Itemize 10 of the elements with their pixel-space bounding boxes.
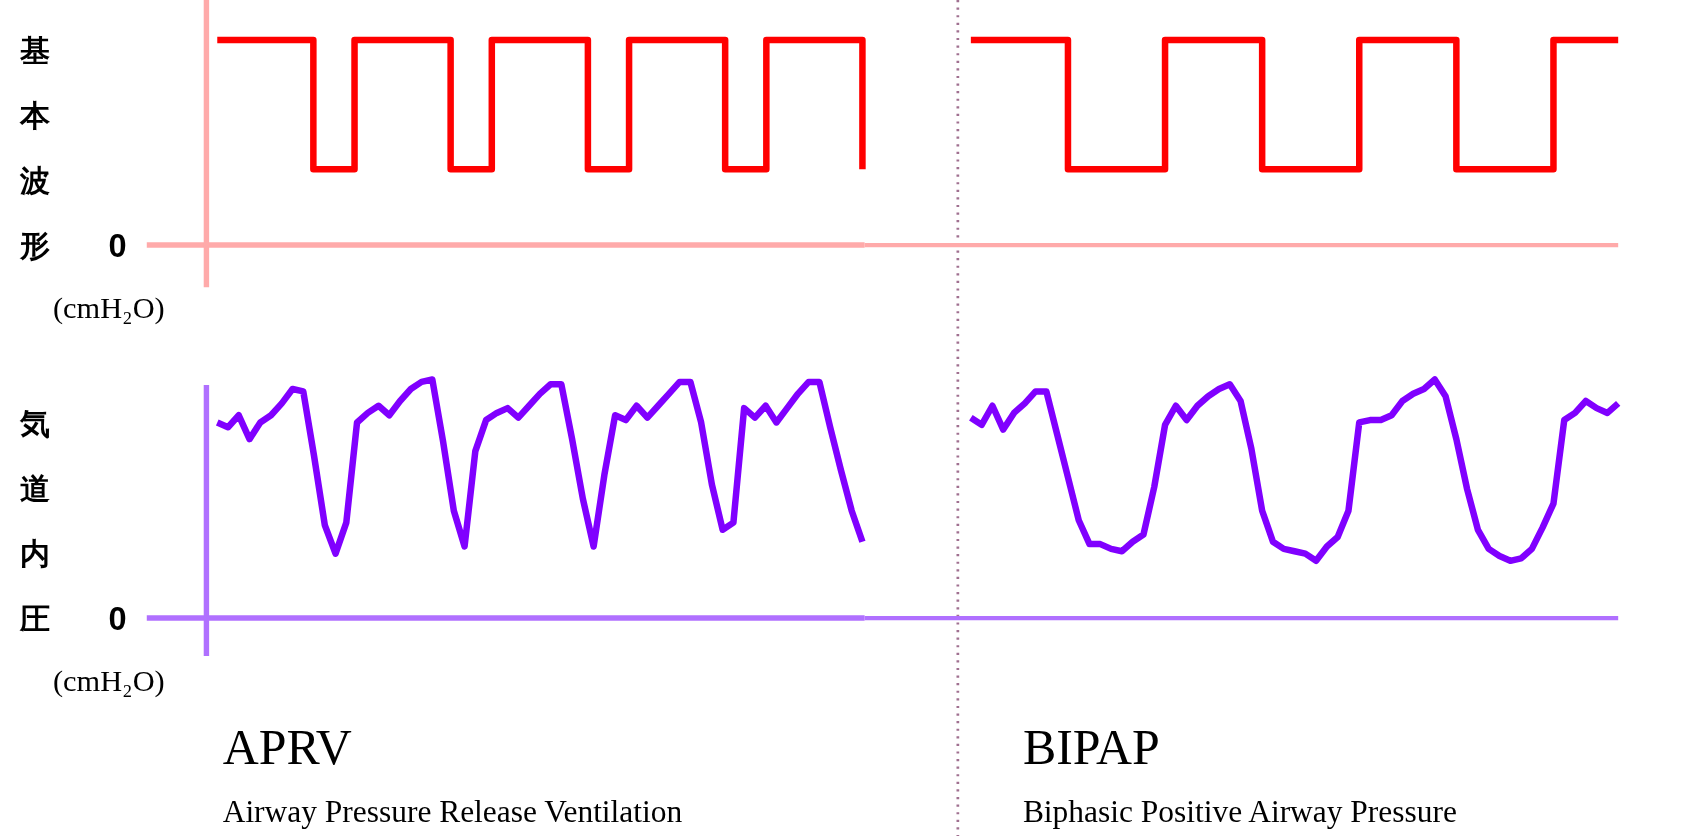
text: Airway Pressure Release Ventilation (222, 793, 683, 829)
y-axis-title: 気道内圧 (19, 406, 51, 635)
text: (cmH₂O) (52, 290, 165, 325)
text: 0 (108, 227, 127, 264)
text: (cmH₂O) (52, 663, 165, 698)
text: BIPAP (1022, 720, 1160, 776)
text: 0 (108, 600, 127, 637)
y-axis-title: 基本波形 (19, 33, 52, 262)
text: APRV (222, 720, 352, 776)
text: Biphasic Positive Airway Pressure (1022, 793, 1457, 829)
